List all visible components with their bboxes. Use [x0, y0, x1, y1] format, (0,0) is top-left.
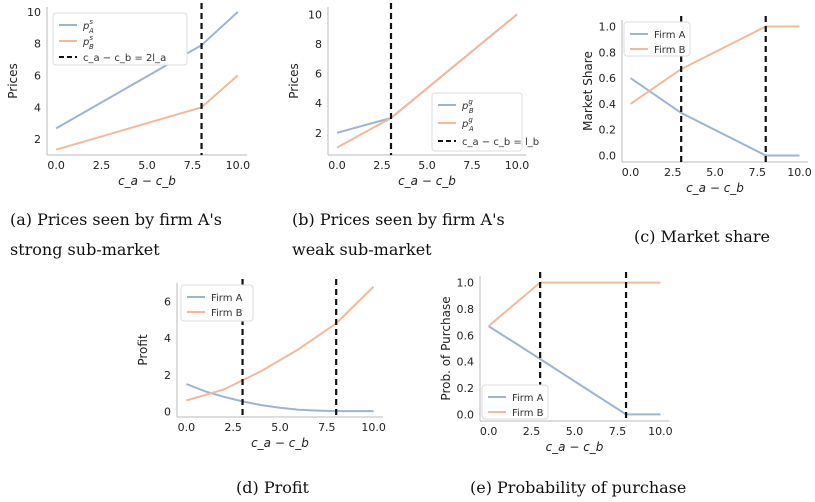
caption-a-line1: (a) Prices seen by firm A's: [10, 210, 222, 229]
caption-b-line2: weak sub-market: [292, 240, 432, 259]
y-tick-label: 8: [315, 38, 322, 51]
y-tick-label: 0.6: [457, 329, 475, 342]
x-tick-label: 2.5: [664, 166, 682, 179]
y-axis-label: Prices: [6, 63, 20, 99]
y-axis-label: Profit: [136, 334, 150, 366]
y-tick-label: 4: [164, 332, 171, 345]
series-line-firm-a: [631, 78, 800, 155]
series-line-firm-b: [489, 283, 661, 327]
caption-c: (c) Market share: [634, 227, 770, 246]
x-tick-label: 5.0: [566, 425, 584, 438]
y-tick-label: 6: [34, 69, 41, 82]
y-axis-label: Prices: [287, 63, 301, 99]
y-tick-label: 0.2: [599, 124, 617, 137]
y-tick-label: 0.4: [599, 98, 617, 111]
caption-d: (d) Profit: [236, 478, 310, 497]
x-axis-label: c_a − c_b: [686, 181, 744, 195]
x-tick-label: 5.0: [138, 159, 156, 172]
x-axis-label: c_a − c_b: [118, 174, 176, 188]
chart-panel-e: 0.0 2.5 5.0 7.5 10.0 0.0 0.2 0.4 0.6 0.8 1.0 c_a − …: [439, 272, 673, 454]
x-tick-label: 10.0: [361, 421, 386, 434]
x-tick-label: 7.5: [184, 159, 202, 172]
series-line-firm-a: [186, 384, 373, 411]
legend: pg Bpg A c_a − c_b = l_b: [432, 93, 539, 151]
x-tick-label: 5.0: [706, 166, 724, 179]
legend-label: Firm A: [211, 293, 243, 304]
x-tick-label: 10.0: [505, 159, 530, 172]
legend-label: Firm A: [512, 393, 544, 404]
legend: Firm A Firm B: [624, 22, 690, 56]
x-tick-label: 10.0: [226, 159, 251, 172]
y-tick-label: 4: [34, 101, 41, 114]
caption-b-line1: (b) Prices seen by firm A's: [292, 210, 505, 229]
y-tick-label: 0.8: [599, 46, 617, 59]
y-tick-label: 0.4: [457, 356, 475, 369]
y-tick-label: 1.0: [599, 20, 617, 33]
y-tick-label: 0.2: [457, 382, 475, 395]
x-tick-label: 5.0: [418, 159, 436, 172]
y-tick-label: 0.0: [457, 408, 475, 421]
x-axis-label: c_a − c_b: [251, 436, 309, 450]
legend-label: Firm B: [211, 308, 243, 319]
y-tick-label: 8: [34, 38, 41, 51]
y-tick-label: 0.0: [599, 150, 617, 163]
chart-panel-c: 0.0 2.5 5.0 7.5 10.0 0.0 0.2 0.4 0.6 0.8 1.0 c_a − …: [581, 16, 812, 195]
x-tick-label: 0.0: [328, 159, 346, 172]
legend-label: Firm A: [654, 30, 686, 41]
x-tick-label: 2.5: [93, 159, 111, 172]
caption-e: (e) Probability of purchase: [470, 478, 686, 497]
y-tick-label: 0: [164, 405, 171, 418]
x-tick-label: 5.0: [271, 421, 289, 434]
y-tick-label: 2: [315, 127, 322, 140]
x-tick-label: 0.0: [178, 421, 196, 434]
x-tick-label: 0.0: [622, 166, 640, 179]
legend: ps Aps B c_a − c_b = 2l_a: [53, 13, 187, 65]
legend-label: Firm B: [512, 408, 544, 419]
x-tick-label: 10.0: [648, 425, 673, 438]
legend-label: c_a − c_b = 2l_a: [83, 53, 166, 64]
y-tick-label: 10: [27, 6, 41, 19]
y-tick-label: 2: [34, 133, 41, 146]
x-tick-label: 2.5: [224, 421, 242, 434]
x-tick-label: 2.5: [523, 425, 541, 438]
y-tick-label: 0.6: [599, 72, 617, 85]
caption-a-line2: strong sub-market: [10, 240, 160, 259]
y-tick-label: 10: [308, 8, 322, 21]
legend-label: Firm B: [654, 45, 686, 56]
x-tick-label: 7.5: [749, 166, 767, 179]
x-tick-label: 10.0: [787, 166, 812, 179]
y-tick-label: 6: [315, 68, 322, 81]
x-tick-label: 0.0: [480, 425, 498, 438]
legend: Firm A Firm B: [482, 385, 548, 419]
y-axis-label: Prob. of Purchase: [439, 296, 453, 400]
y-tick-label: 0.8: [457, 303, 475, 316]
x-axis-label: c_a − c_b: [398, 174, 456, 188]
chart-panel-a: 0.0 2.5 5.0 7.5 10.0 2 4 6 8 10 c_a − c_b Prices ps A…: [6, 3, 250, 188]
x-tick-label: 7.5: [609, 425, 627, 438]
y-tick-label: 2: [164, 369, 171, 382]
y-axis-label: Market Share: [581, 51, 595, 131]
y-tick-label: 4: [315, 97, 322, 110]
y-tick-label: 1.0: [457, 277, 475, 290]
chart-panel-d: 0.0 2.5 5.0 7.5 10.0 0 2 4 6 c_a − c_b Profit Firm …: [136, 279, 386, 450]
chart-panel-b: 0.0 2.5 5.0 7.5 10.0 2 4 6 8 10 c_a − c_b Prices pg B…: [287, 3, 539, 188]
x-tick-label: 7.5: [318, 421, 336, 434]
legend-label: c_a − c_b = l_b: [462, 137, 539, 148]
x-tick-label: 7.5: [463, 159, 481, 172]
x-tick-label: 2.5: [373, 159, 391, 172]
legend: Firm A Firm B: [181, 285, 253, 321]
x-axis-label: c_a − c_b: [546, 440, 604, 454]
x-tick-label: 0.0: [47, 159, 65, 172]
y-tick-label: 6: [164, 295, 171, 308]
